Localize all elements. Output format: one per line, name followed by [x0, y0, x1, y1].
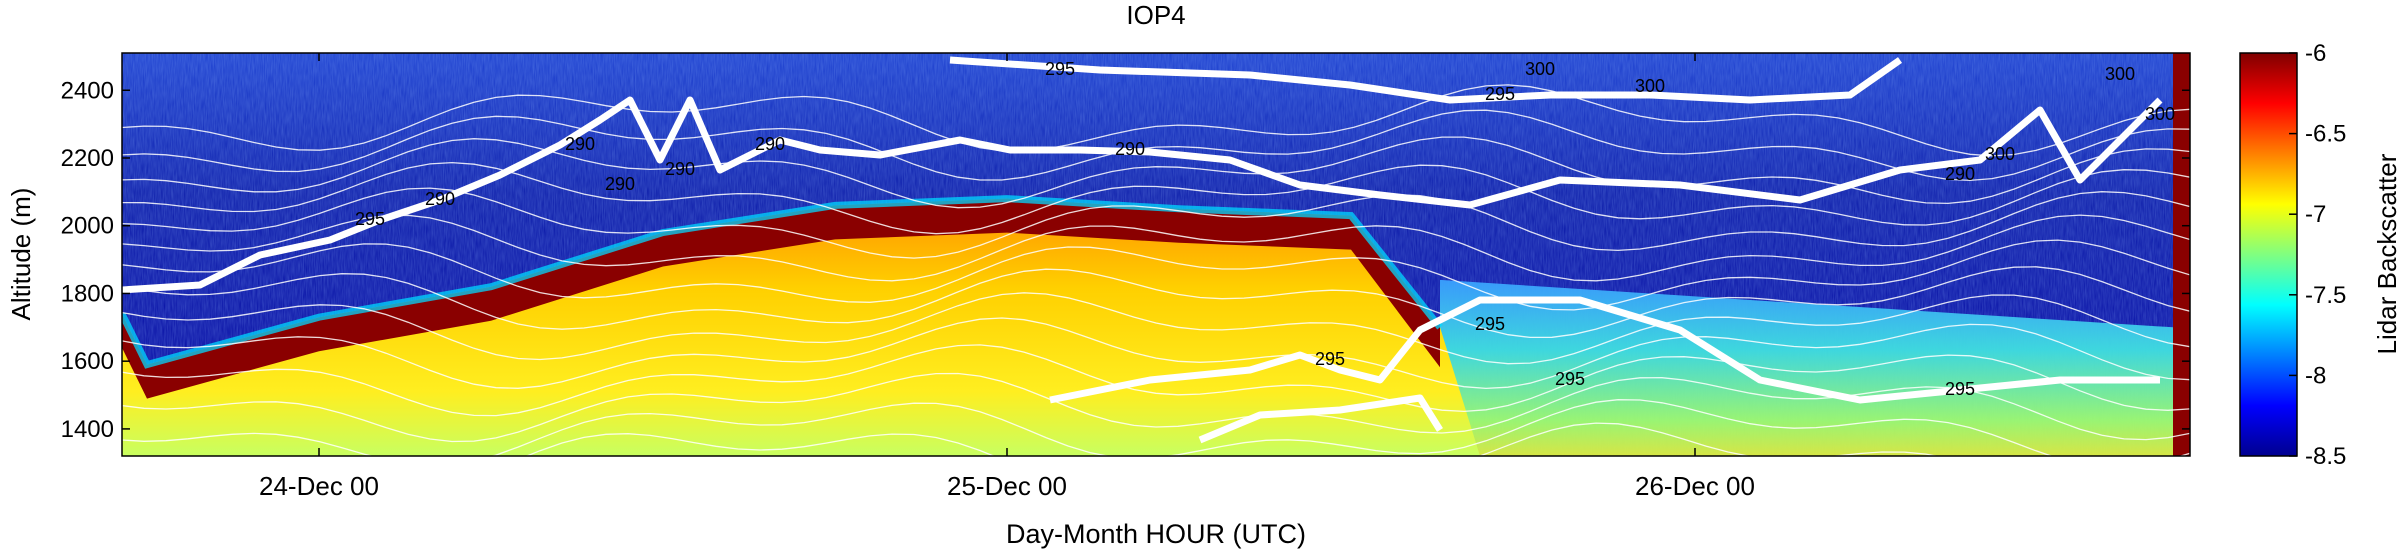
x-tick-label: 24-Dec 00: [259, 471, 379, 501]
y-tick-label: 2000: [61, 213, 114, 240]
y-tick-label: 1800: [61, 280, 114, 307]
thin-contour-line: [122, 187, 2190, 259]
thin-contour-line: [122, 344, 2190, 417]
x-tick-label: 25-Dec 00: [947, 471, 1067, 501]
backscatter-region-right: [1440, 279, 2173, 456]
y-tick-label: 2400: [61, 77, 114, 104]
plot-area: 290 290 290 290 290 290 290 295 295 295 295 295 295 2…: [122, 53, 2190, 456]
contour-labels: 290 290 290 290 290 290 290 295 295 295 295 295 295 2…: [355, 59, 2175, 399]
contour-label: 290: [425, 189, 455, 209]
thick-contour-line: [1049, 296, 2160, 404]
x-axis-ticks: 24-Dec 00 25-Dec 00 26-Dec 00: [259, 53, 1755, 501]
x-axis-label: Day-Month HOUR (UTC): [1006, 519, 1306, 549]
thin-contour-line: [122, 214, 2190, 282]
colorbar-tick-label: -7: [2305, 201, 2326, 228]
right-edge-band: [2173, 53, 2190, 456]
y-tick-label: 1400: [61, 416, 114, 443]
contour-label: 300: [2105, 64, 2135, 84]
thin-contour-line: [122, 292, 2190, 365]
contour-label: 295: [355, 209, 385, 229]
thick-contour-line: [949, 56, 1903, 104]
contour-label: 300: [2145, 104, 2175, 124]
colorbar-tick-label: -8: [2305, 362, 2326, 389]
contour-label: 290: [565, 134, 595, 154]
x-tick-label: 26-Dec 00: [1635, 471, 1755, 501]
y-tick-label: 2200: [61, 145, 114, 172]
thick-contours: [122, 56, 2163, 444]
contour-label: 300: [1525, 59, 1555, 79]
colorbar-tick-label: -6.5: [2305, 121, 2346, 148]
contour-label: 295: [1485, 84, 1515, 104]
thin-contour-line: [525, 422, 1940, 456]
contour-label: 290: [605, 174, 635, 194]
thin-contour-line: [122, 161, 2190, 235]
contour-label: 295: [1945, 379, 1975, 399]
thick-contour-line: [1198, 394, 1443, 444]
thin-contour-line: [122, 317, 2190, 390]
plot-frame: [121, 52, 2191, 457]
contour-label: 290: [755, 134, 785, 154]
contour-label: 295: [1045, 59, 1075, 79]
contour-label: 290: [665, 159, 695, 179]
thin-contour-line: [122, 239, 2190, 311]
chart-title: IOP4: [1126, 0, 1185, 30]
y-tick-label: 1600: [61, 348, 114, 375]
colorbar-tick-label: -8.5: [2305, 443, 2346, 470]
colorbar-ticks: -6 -6.5 -7 -7.5 -8 -8.5: [2289, 40, 2346, 470]
thin-contour-line: [122, 109, 2190, 182]
contour-label: 290: [1945, 164, 1975, 184]
thin-contour-line: [122, 266, 2190, 339]
contour-label: 295: [1555, 369, 1585, 389]
colorbar-tick-label: -7.5: [2305, 282, 2346, 309]
thin-contour-line: [122, 84, 2190, 157]
cloud-layer-band: [122, 198, 1440, 399]
y-axis-ticks: 1400 1600 1800 2000 2200 2400: [61, 77, 2190, 443]
backscatter-region-low: [122, 198, 1480, 456]
contour-label: 295: [1315, 349, 1345, 369]
contour-label: 300: [1985, 144, 2015, 164]
contour-label: 295: [1475, 314, 1505, 334]
colorbar-tick-label: -6: [2305, 40, 2326, 67]
contour-label: 290: [1115, 139, 1145, 159]
thick-contour-line: [122, 96, 2163, 294]
contour-label: 300: [1635, 76, 1665, 96]
y-axis-label: Altitude (m): [6, 188, 36, 321]
thin-contour-line: [122, 399, 2190, 456]
cloud-layer-edge: [122, 195, 1443, 369]
colorbar: [2239, 52, 2298, 457]
colorbar-label: Lidar Backscatter: [2372, 153, 2402, 354]
